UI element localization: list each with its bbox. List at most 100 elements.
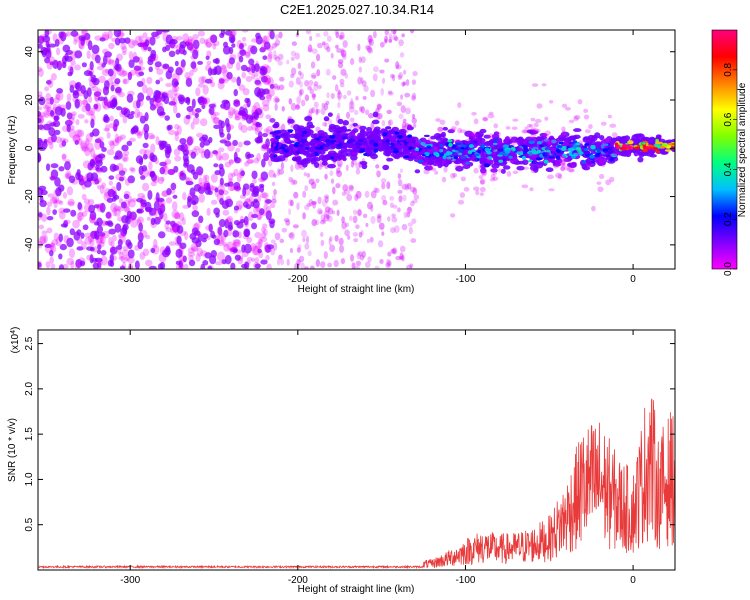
spectrogram-cell	[341, 216, 345, 224]
spectrogram-cell	[87, 234, 95, 243]
spectrogram-cell	[309, 35, 313, 42]
spectrogram-cell	[322, 217, 326, 223]
spectrogram-cell	[153, 238, 158, 249]
spectrogram-cell	[178, 44, 186, 55]
spectrogram-cell	[219, 132, 225, 138]
spectrogram-cell	[568, 151, 573, 157]
spectrogram-cell	[266, 92, 272, 103]
spectrogram-cell	[348, 184, 354, 191]
spectrogram-cell	[376, 103, 382, 111]
spectrogram-cell	[85, 103, 91, 112]
spectrogram-cell	[134, 64, 139, 75]
spectrogram-cell	[167, 89, 174, 99]
spectrogram-cell	[168, 101, 177, 106]
spectrogram-cell	[199, 37, 206, 45]
spectrogram-cell	[330, 156, 335, 160]
spectrogram-cell	[138, 71, 145, 77]
spectrogram-cell	[272, 242, 278, 251]
spectrogram-cell	[204, 174, 210, 183]
spectrogram-cell	[55, 136, 62, 144]
spectrogram-cell	[90, 113, 96, 123]
spectrogram-cell	[278, 31, 283, 39]
spectrogram-cell	[107, 30, 113, 40]
spectrogram-cell	[423, 169, 430, 175]
spectrogram-cell	[313, 81, 319, 87]
spectrogram-cell	[320, 214, 326, 222]
spectrogram-cell	[188, 38, 197, 47]
spectrogram-cell	[156, 102, 164, 108]
spectrogram-cell	[199, 250, 208, 257]
spectrogram-cell	[413, 194, 420, 200]
spectrogram-cell	[308, 79, 314, 87]
spectrogram-cell	[273, 50, 277, 57]
spectrogram-cell	[90, 118, 95, 129]
spectrogram-cell	[414, 169, 421, 174]
spectrogram-cell	[341, 53, 347, 60]
spectrogram-cell	[301, 229, 307, 238]
spectrogram-cell	[273, 42, 279, 47]
spectrogram-cell	[299, 81, 303, 88]
spectrogram-cell	[400, 105, 406, 113]
spectrogram-cell	[184, 231, 189, 241]
spectrogram-cell	[255, 35, 263, 45]
spectrogram-cell	[378, 222, 385, 230]
spectrogram-cell	[215, 151, 222, 161]
spectrogram-cell	[43, 123, 51, 131]
spectrogram-cell	[548, 155, 555, 159]
spectrogram-cell	[358, 66, 363, 73]
spectrogram-cell	[177, 125, 182, 135]
spectrogram-cell	[90, 147, 96, 158]
spectrogram-cell	[561, 126, 566, 132]
spectrogram-cell	[336, 48, 342, 53]
spectrogram-cell	[381, 119, 386, 127]
spectrogram-cell	[432, 148, 438, 153]
spectrogram-cell	[52, 209, 57, 215]
spectrogram-cell	[605, 179, 611, 186]
spectrogram-cell	[402, 81, 407, 86]
spectrogram-cell	[430, 167, 437, 172]
spectrogram-cell	[497, 168, 503, 173]
spectrogram-cell	[166, 143, 172, 154]
spectrogram-cell	[359, 106, 363, 112]
spectrogram-cell	[289, 247, 294, 254]
spectrogram-cell	[251, 170, 258, 180]
spectrogram-cell	[342, 94, 347, 100]
spectrogram-cell	[192, 49, 199, 60]
spectrogram-cell	[555, 137, 562, 142]
spectrogram-cell	[168, 50, 176, 58]
spectrogram-cell	[95, 164, 100, 170]
spectrogram-cell	[358, 139, 364, 143]
spectrogram-cell	[81, 211, 88, 217]
spectrogram-cell	[471, 132, 478, 137]
spectrogram-cell	[114, 223, 122, 233]
spectrogram-cell	[120, 255, 128, 264]
spectrogram-cell	[492, 170, 498, 176]
spectrogram-cell	[74, 140, 79, 145]
spectrogram-cell	[522, 166, 530, 170]
spectrogram-cell	[341, 136, 348, 140]
spectrogram-cell	[503, 138, 509, 144]
spectrogram-cell	[389, 73, 395, 79]
spectrogram-cell	[358, 56, 362, 63]
spectrogram-cell	[123, 193, 130, 200]
snr-y-tick-label: 1.5	[24, 427, 35, 441]
spectrogram-cell	[337, 101, 341, 109]
spectrogram-cell	[170, 182, 177, 191]
spectrogram-cell	[90, 172, 99, 182]
spectrogram-cell	[461, 160, 467, 165]
spectrogram-cell	[38, 112, 47, 118]
spectrogram-cell	[273, 148, 280, 151]
spectrogram-cell	[76, 229, 82, 236]
spectrogram-cell	[131, 197, 137, 203]
spectrogram-cell	[395, 255, 401, 261]
spectrogram-cell	[564, 165, 571, 171]
spectrogram-cell	[441, 176, 447, 183]
spectrogram-cell	[139, 148, 147, 155]
spectrogram-cell	[360, 56, 366, 64]
spectrogram-cell	[201, 233, 209, 240]
colorbar-tick-label: 0.0	[723, 262, 734, 276]
spectrogram-cell	[94, 230, 100, 240]
spectrogram-cell	[255, 139, 263, 144]
spectrogram-cell	[334, 30, 340, 35]
spectrogram-cell	[40, 46, 48, 56]
